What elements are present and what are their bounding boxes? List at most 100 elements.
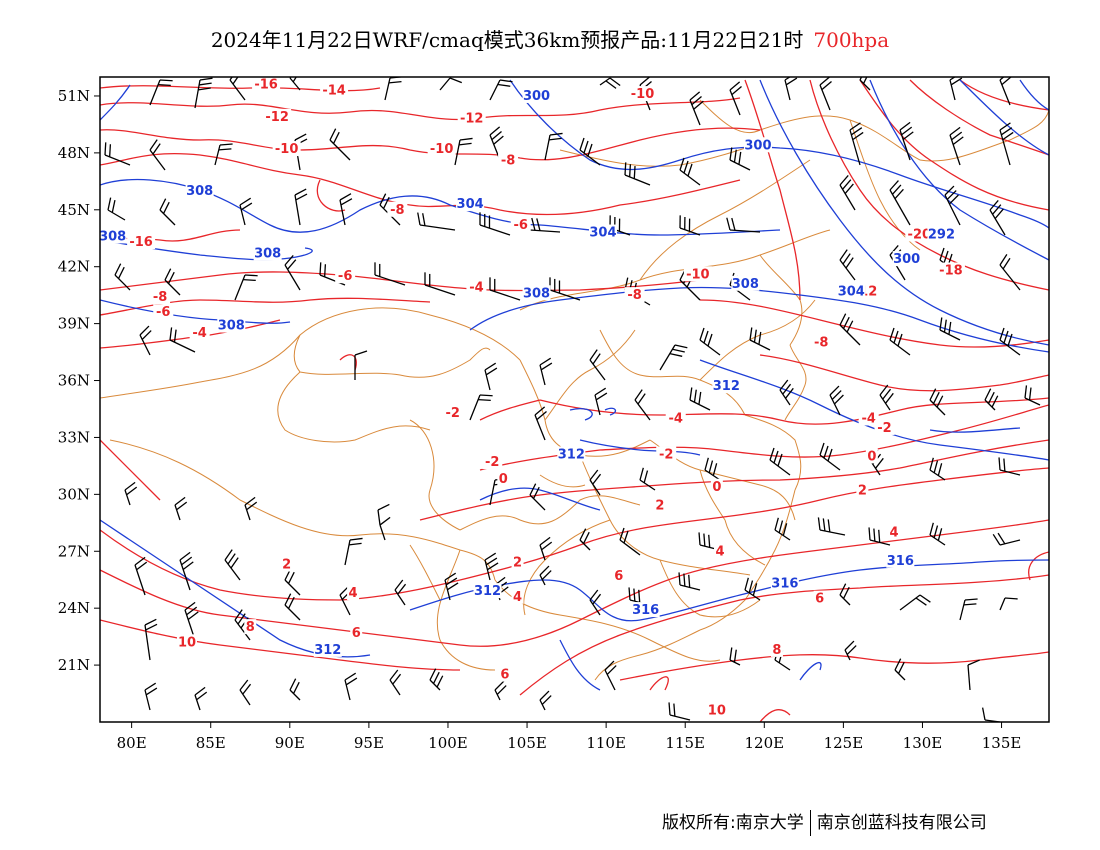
temperature-label: -6 (513, 218, 527, 233)
wind-barb (214, 143, 233, 166)
wind-barb (959, 598, 978, 621)
wind-barb (844, 640, 857, 661)
height-label: 308 (732, 277, 759, 292)
wind-barb (998, 457, 1021, 476)
temperature-label: 0 (712, 480, 721, 495)
height-label: 312 (713, 379, 740, 394)
wind-barb (239, 197, 253, 226)
wind-barb (599, 77, 621, 89)
temperature-label: 2 (282, 558, 291, 573)
temperature-label: -8 (390, 203, 404, 218)
temperature-label-bg (511, 554, 524, 570)
height-label-bg (631, 602, 660, 618)
temperature-label: -4 (861, 411, 875, 426)
temperature-label-bg (683, 266, 712, 282)
temperature-label-bg (874, 419, 895, 435)
wind-barb (394, 579, 407, 606)
wind-barb (134, 556, 148, 596)
wind-barb (589, 469, 602, 496)
wind-barb (489, 126, 504, 161)
temperature-label: 4 (715, 544, 724, 559)
lat-tick-label: 36N (58, 372, 90, 390)
height-label-bg (456, 196, 485, 212)
wind-barb (729, 81, 742, 116)
temperature-label-bg (427, 141, 456, 157)
temperature-label-bg (510, 216, 531, 232)
wind-barb (729, 647, 741, 666)
temperature-label: -8 (153, 290, 167, 305)
wind-barb (484, 362, 498, 391)
temperature-label: 2 (858, 484, 867, 499)
temperature-label: -4 (669, 411, 683, 426)
wind-barb (819, 442, 841, 471)
wind-barb (444, 572, 459, 601)
temperature-label-bg (856, 482, 869, 498)
lon-tick-label: 120E (745, 734, 785, 752)
height-label-bg (588, 224, 617, 240)
height-label: 304 (589, 226, 616, 241)
lat-tick-label: 30N (58, 485, 90, 503)
wind-barb (726, 217, 761, 233)
height-label-bg (770, 575, 799, 591)
lon-tick-label: 125E (824, 734, 864, 752)
temperature-label-bg (811, 334, 832, 350)
wind-barb (539, 565, 552, 586)
wind-barb (319, 262, 346, 286)
height-label: 312 (558, 448, 585, 463)
wind-barb (164, 268, 181, 296)
lat-tick-label: 51N (58, 87, 90, 105)
wind-barb (894, 658, 906, 681)
height-label-bg (731, 275, 760, 291)
temperature-label-bg (457, 110, 486, 126)
temperature-label-bg (272, 141, 301, 157)
temperature-label-bg (498, 152, 519, 168)
lon-tick-label: 115E (665, 734, 705, 752)
temperature-label: 2 (655, 499, 664, 514)
temperature-label: -8 (627, 288, 641, 303)
wind-barb (194, 686, 208, 711)
wind-barb (999, 122, 1014, 166)
temperature-label-bg (335, 268, 356, 284)
wind-barb (479, 212, 511, 236)
wind-barb (529, 483, 546, 511)
temperature-label-bg (482, 454, 503, 470)
temperature-label: -10 (430, 142, 454, 157)
temperature-label-bg (244, 619, 257, 635)
wind-barb (899, 121, 914, 161)
temperature-label-bg (624, 287, 645, 303)
height-label-bg (522, 87, 551, 103)
temperature-label: 10 (178, 635, 196, 650)
temperature-label-bg (189, 325, 210, 341)
wind-barb (224, 549, 241, 581)
height-labels: 300 300 304 304 308 308 308 308 308 308 300 304 292 3… (100, 87, 956, 658)
wind-barb (624, 162, 651, 186)
temperature-label: 4 (349, 586, 358, 601)
wind-barb (124, 481, 138, 506)
wind-barb (779, 379, 794, 406)
temperature-label: 0 (867, 449, 876, 464)
temperature-label: 8 (772, 643, 781, 658)
height-label-bg (253, 245, 282, 261)
wind-barb (489, 277, 521, 301)
height-label: 300 (523, 89, 550, 104)
lat-tick-label: 27N (58, 542, 90, 560)
temperature-label-bg (905, 226, 934, 242)
wind-barb (689, 91, 704, 126)
temperature-label: 4 (889, 525, 898, 540)
temperature-label-bg (263, 108, 292, 124)
temperature-label-bg (612, 567, 625, 583)
height-label-bg (557, 446, 586, 462)
wind-barb (377, 503, 390, 526)
temperature-label: -2 (659, 448, 673, 463)
wind-barb (949, 126, 964, 166)
temperature-label: -8 (814, 336, 828, 351)
wind-barb (634, 389, 651, 421)
wind-barb (244, 496, 258, 521)
height-label-bg (217, 317, 246, 333)
height-label: 316 (771, 577, 798, 592)
province-boundaries (100, 99, 1049, 681)
temperature-label: 6 (815, 592, 824, 607)
wind-barb (179, 551, 194, 591)
wind-barb (539, 536, 553, 561)
wind-barb (749, 327, 771, 351)
